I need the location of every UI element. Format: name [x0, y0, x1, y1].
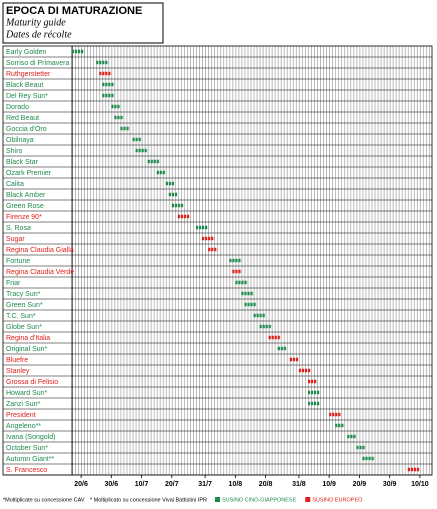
variety-label: Regina Claudia Gialla — [6, 247, 74, 254]
legend-label: SUSINO CINO-GIAPPONESE — [222, 497, 297, 503]
variety-label: Stanley — [6, 368, 30, 375]
x-tick-label: 10/10 — [411, 481, 429, 488]
variety-label: Early Golden — [6, 49, 47, 56]
variety-label: Ivana (Songold) — [6, 434, 55, 441]
variety-label: Ruthgerstetter — [6, 71, 51, 78]
variety-label: Globe Sun* — [6, 324, 42, 331]
variety-label: Firenze 90* — [6, 214, 42, 221]
variety-label: Sugar — [6, 236, 25, 243]
variety-label: Grossa di Felisio — [6, 379, 58, 386]
variety-label: Black Beaut — [6, 82, 43, 89]
x-tick-label: 10/7 — [135, 481, 149, 488]
x-tick-label: 10/9 — [322, 481, 336, 488]
variety-label: Regina d'Italia — [6, 335, 50, 342]
x-tick-label: 20/6 — [74, 481, 88, 488]
variety-label: Angeleno** — [6, 423, 41, 430]
x-tick-label: 20/7 — [165, 481, 179, 488]
variety-label: Tracy Sun* — [6, 291, 41, 298]
subtitle: Maturity guide — [5, 17, 66, 28]
x-tick-label: 10/8 — [229, 481, 243, 488]
variety-label: Regina Claudia Verde — [6, 269, 74, 276]
legend-swatch — [305, 497, 311, 502]
variety-label: Dorado — [6, 104, 29, 111]
subtitle: Dates de récolte — [5, 29, 72, 40]
variety-label: Red Beaut — [6, 115, 39, 122]
variety-label: Obilnaya — [6, 137, 34, 144]
title-box — [2, 2, 164, 44]
variety-label: Original Sun* — [6, 346, 48, 353]
x-tick-label: 20/9 — [353, 481, 367, 488]
variety-label: Green Sun* — [6, 302, 43, 309]
variety-label: S. Rosa — [6, 225, 31, 232]
variety-label: Zanzi Sun* — [6, 401, 41, 408]
grid-pattern — [72, 46, 432, 475]
variety-label: Howard Sun* — [6, 390, 48, 397]
variety-label: Friar — [6, 280, 21, 287]
variety-label: Goccia d'Oro — [6, 126, 47, 133]
variety-label: T.C. Sun* — [6, 313, 36, 320]
variety-label: Autumn Giant** — [6, 456, 55, 463]
variety-label: Black Amber — [6, 192, 46, 199]
variety-label: Del Rey Sun* — [6, 93, 48, 100]
legend-swatch — [215, 497, 220, 502]
variety-label: Bluefre — [6, 357, 28, 364]
note: * Moltiplicato su concessione Vivai Batt… — [90, 497, 207, 503]
chart-title: EPOCA DI MATURAZIONE — [6, 5, 142, 17]
x-tick-label: 20/8 — [259, 481, 273, 488]
variety-label: Shiro — [6, 148, 22, 155]
x-tick-label: 30/9 — [383, 481, 397, 488]
variety-label: October Sun* — [6, 445, 48, 452]
variety-label: Calita — [6, 181, 24, 188]
note: *Moltiplicate su concessione CAV — [3, 497, 85, 503]
variety-label: S. Francesco — [6, 467, 47, 474]
variety-label: Black Star — [6, 159, 39, 166]
variety-label: Sorriso di Primavera — [6, 60, 70, 67]
x-tick-label: 30/6 — [105, 481, 119, 488]
variety-label: Green Rose — [6, 203, 44, 210]
variety-label: Ozark Premier — [6, 170, 52, 177]
x-tick-label: 31/8 — [292, 481, 306, 488]
variety-label: Fortune — [6, 258, 30, 265]
x-tick-label: 31/7 — [198, 481, 212, 488]
legend-label: SUSINO EUROPEO — [312, 497, 363, 503]
variety-label: President — [6, 412, 36, 419]
